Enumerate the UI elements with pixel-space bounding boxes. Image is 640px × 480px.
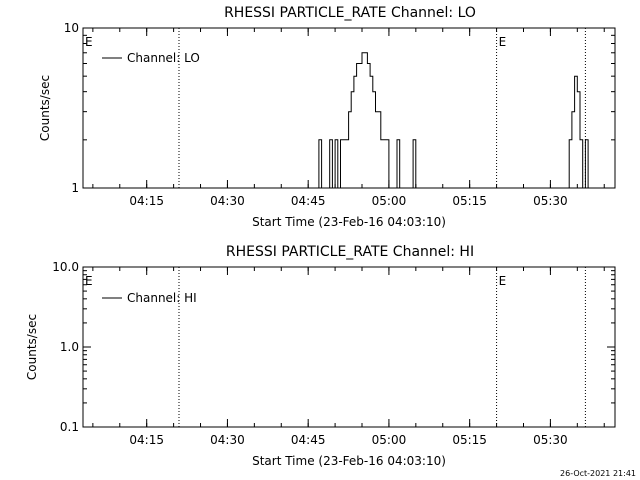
x-tick-label-lo-2: 04:45 — [291, 194, 326, 208]
event-label-lo-0: E — [85, 35, 93, 49]
x-tick-label-lo-1: 04:30 — [210, 194, 245, 208]
x-tick-label-lo-0: 04:15 — [129, 194, 164, 208]
x-tick-label-hi-2: 04:45 — [291, 433, 326, 447]
chart-title-lo: RHESSI PARTICLE_RATE Channel: LO — [224, 5, 476, 21]
x-axis-label-hi: Start Time (23-Feb-16 04:03:10) — [252, 454, 446, 468]
x-tick-label-lo-3: 05:00 — [372, 194, 407, 208]
y-tick-label-hi-1: 1.0 — [60, 340, 79, 354]
y-tick-label-lo-1: 10 — [64, 21, 79, 35]
x-tick-label-hi-4: 05:15 — [452, 433, 487, 447]
y-tick-label-hi-0: 0.1 — [60, 420, 79, 434]
x-tick-label-hi-3: 05:00 — [372, 433, 407, 447]
panel-hi: RHESSI PARTICLE_RATE Channel: HI Counts/… — [25, 244, 616, 468]
marks-hi: 04:15 04:30 04:45 05:00 05:15 05:30 0.1 1.0 10.0… — [52, 260, 615, 447]
plot-frame-lo — [82, 27, 616, 189]
y-tick-label-lo-0: 1 — [71, 181, 79, 195]
legend-label-lo: Channel: LO — [127, 51, 200, 65]
x-tick-label-lo-4: 05:15 — [452, 194, 487, 208]
event-label-hi-2: E — [499, 274, 507, 288]
series-line-lo-0 — [316, 52, 591, 189]
x-tick-label-hi-5: 05:30 — [533, 433, 568, 447]
y-axis-label-hi: Counts/sec — [25, 314, 39, 380]
x-tick-label-lo-5: 05:30 — [533, 194, 568, 208]
marks-lo: 04:15 04:30 04:45 05:00 05:15 05:30 1 10 E E — [64, 21, 615, 208]
event-label-hi-0: E — [85, 274, 93, 288]
panel-lo: RHESSI PARTICLE_RATE Channel: LO Counts/… — [38, 5, 616, 229]
x-tick-label-hi-1: 04:30 — [210, 433, 245, 447]
y-axis-label-lo: Counts/sec — [38, 75, 52, 141]
legend-label-hi: Channel: HI — [127, 291, 197, 305]
footer-timestamp: 26-Oct-2021 21:41 — [560, 469, 636, 478]
x-tick-label-hi-0: 04:15 — [129, 433, 164, 447]
x-axis-label-lo: Start Time (23-Feb-16 04:03:10) — [252, 215, 446, 229]
event-label-lo-2: E — [499, 35, 507, 49]
chart-title-hi: RHESSI PARTICLE_RATE Channel: HI — [226, 244, 474, 260]
y-tick-label-hi-2: 10.0 — [52, 260, 79, 274]
